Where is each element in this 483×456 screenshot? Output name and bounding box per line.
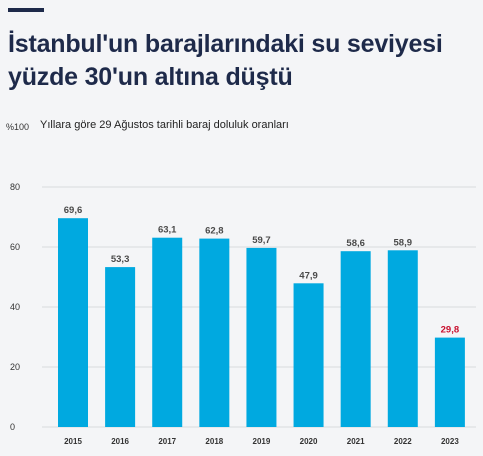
accent-bar [8, 8, 44, 12]
bar [58, 218, 88, 427]
bar [105, 267, 136, 427]
x-tick-label: 2018 [205, 437, 223, 446]
bar-value-label: 58,9 [394, 237, 413, 248]
y-tick-label: 60 [10, 242, 20, 252]
y-tick-label: 80 [10, 182, 20, 192]
y-axis-unit-label: %100 [6, 122, 30, 132]
x-tick-label: 2017 [158, 437, 176, 446]
bar-value-label: 29,8 [441, 325, 460, 336]
x-tick-label: 2022 [394, 437, 412, 446]
bar-value-label: 69,6 [64, 205, 83, 216]
bar [293, 283, 324, 427]
bar [246, 247, 277, 427]
bar [387, 250, 418, 427]
bar [152, 237, 183, 427]
bar [340, 251, 371, 427]
x-tick-label: 2015 [64, 437, 82, 446]
x-tick-label: 2020 [300, 437, 318, 446]
bar-value-label: 53,3 [111, 254, 130, 265]
bar-value-label: 62,8 [205, 226, 224, 237]
y-tick-label: 20 [10, 362, 20, 372]
bar-value-label: 47,9 [299, 270, 318, 281]
y-tick-label: 40 [10, 302, 20, 312]
y-tick-label: 0 [10, 422, 15, 432]
x-tick-label: 2021 [347, 437, 365, 446]
bar [434, 337, 465, 427]
x-tick-label: 2019 [253, 437, 271, 446]
bar [199, 238, 230, 427]
x-tick-label: 2023 [441, 437, 459, 446]
headline: İstanbul'un barajlarındaki su seviyesi y… [8, 30, 443, 91]
bar-value-label: 63,1 [158, 225, 177, 236]
bar-value-label: 59,7 [252, 235, 271, 246]
chart-subtitle: Yıllara göre 29 Ağustos tarihli baraj do… [40, 119, 289, 131]
x-tick-label: 2016 [111, 437, 129, 446]
bar-value-label: 58,6 [346, 238, 365, 249]
